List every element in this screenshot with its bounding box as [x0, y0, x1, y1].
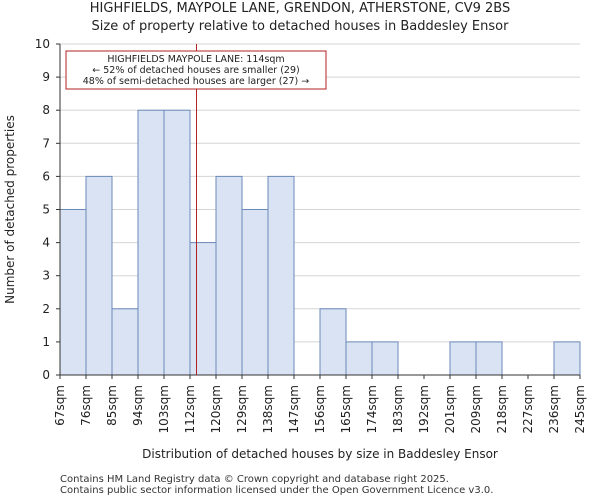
y-tick-label: 9	[42, 70, 50, 84]
histogram-bar	[137, 109, 165, 376]
histogram-bar	[163, 109, 191, 376]
annotation-text: 48% of semi-detached houses are larger (…	[83, 76, 310, 87]
y-axis-label: Number of detached properties	[3, 115, 17, 304]
annotation-text: ← 52% of detached houses are smaller (29…	[92, 65, 299, 76]
x-tick-label: 218sqm	[495, 385, 509, 433]
x-tick-label: 165sqm	[339, 385, 353, 433]
x-tick-label: 183sqm	[391, 385, 405, 433]
histogram-bar	[59, 209, 87, 376]
histogram-bar	[215, 175, 243, 376]
y-tick-label: 2	[42, 302, 50, 316]
x-tick-label: 174sqm	[365, 385, 379, 433]
x-tick-label: 201sqm	[443, 385, 457, 433]
y-tick-label: 5	[42, 203, 50, 217]
y-tick-label: 8	[42, 103, 50, 117]
histogram-bar	[85, 175, 113, 376]
x-tick-label: 147sqm	[287, 385, 301, 433]
histogram-bar	[475, 341, 503, 376]
y-tick-label: 0	[42, 368, 50, 382]
y-tick-label: 6	[42, 169, 50, 183]
histogram-bar	[553, 341, 581, 376]
x-tick-label: 245sqm	[573, 385, 587, 433]
x-tick-label: 103sqm	[157, 385, 171, 433]
y-tick-label: 4	[42, 236, 50, 250]
annotation-box	[65, 50, 327, 90]
histogram-bar	[449, 341, 477, 376]
footer-licence: Contains public sector information licen…	[60, 485, 494, 496]
histogram-bar	[189, 242, 217, 376]
x-tick-label: 138sqm	[261, 385, 275, 433]
histogram-bar	[241, 209, 269, 376]
chart-title: HIGHFIELDS, MAYPOLE LANE, GRENDON, ATHER…	[89, 1, 511, 16]
chart-subtitle: Size of property relative to detached ho…	[91, 19, 509, 34]
x-tick-label: 129sqm	[235, 385, 249, 433]
x-tick-label: 112sqm	[183, 385, 197, 433]
footer-copyright: Contains HM Land Registry data © Crown c…	[60, 474, 449, 485]
x-tick-label: 94sqm	[131, 385, 145, 426]
y-tick-label: 3	[42, 269, 50, 283]
x-tick-label: 236sqm	[547, 385, 561, 433]
histogram-bar	[267, 175, 295, 376]
histogram-bar	[319, 308, 347, 376]
x-tick-label: 67sqm	[53, 385, 67, 426]
x-axis-label: Distribution of detached houses by size …	[142, 447, 498, 461]
x-tick-label: 209sqm	[469, 385, 483, 433]
x-tick-label: 85sqm	[105, 385, 119, 426]
x-tick-label: 76sqm	[79, 385, 93, 426]
x-tick-label: 192sqm	[417, 385, 431, 433]
histogram-bar	[371, 341, 399, 376]
histogram-bar	[345, 341, 373, 376]
y-tick-label: 7	[42, 136, 50, 150]
annotation-text: HIGHFIELDS MAYPOLE LANE: 114sqm	[107, 54, 284, 65]
x-tick-label: 156sqm	[313, 385, 327, 433]
y-tick-label: 10	[35, 37, 50, 51]
histogram-bar	[111, 308, 139, 376]
x-tick-label: 227sqm	[521, 385, 535, 433]
y-tick-label: 1	[42, 335, 50, 349]
x-tick-label: 120sqm	[209, 385, 223, 433]
